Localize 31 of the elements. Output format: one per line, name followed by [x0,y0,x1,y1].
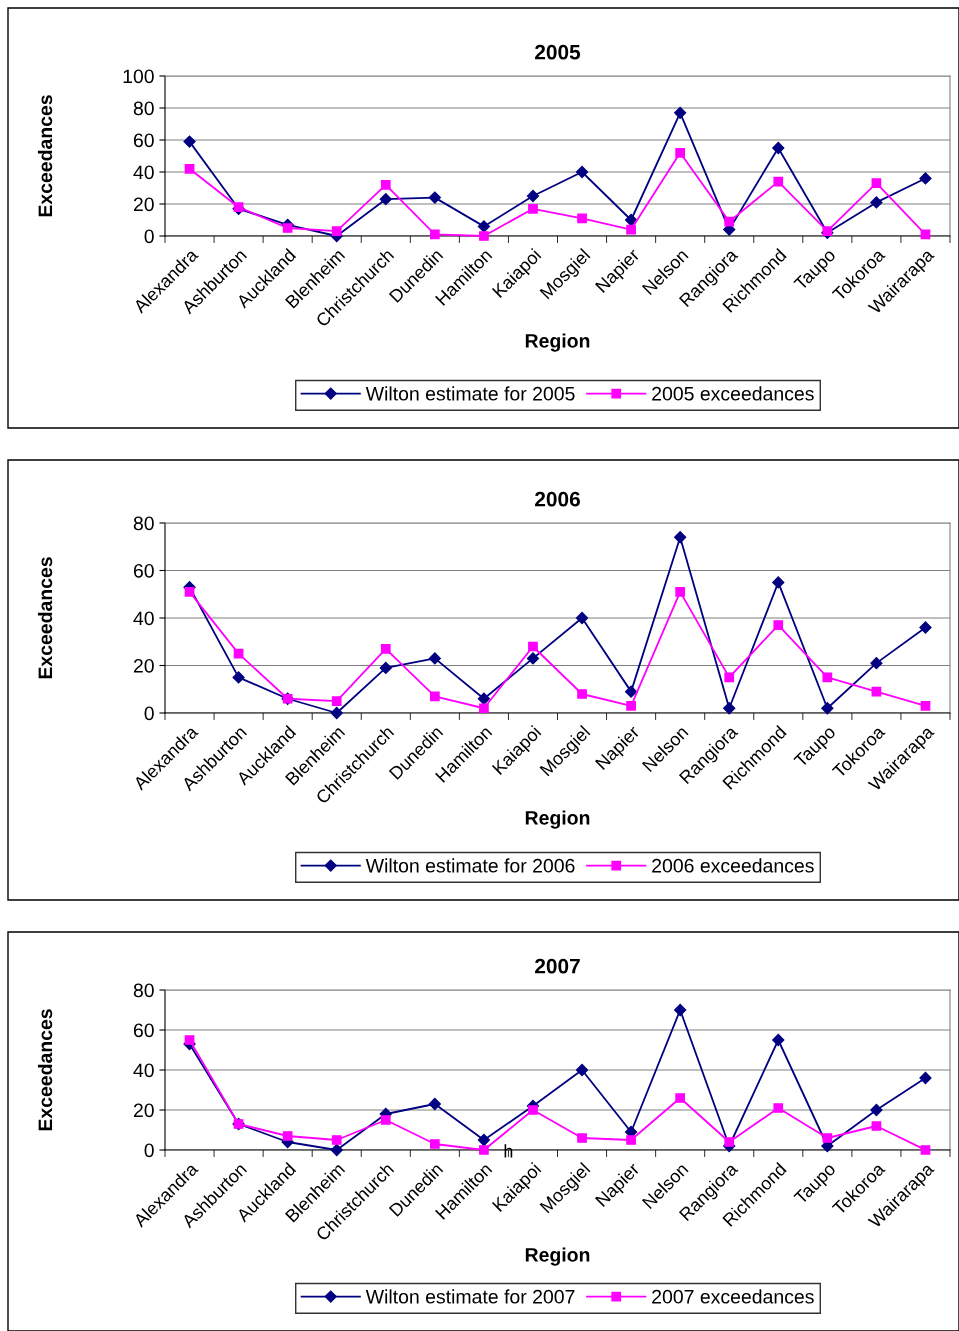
y-tick-label: 0 [144,1143,154,1158]
y-tick-label: 40 [133,165,154,180]
y-tick-label: 80 [133,101,154,116]
y-tick-label: 20 [133,197,154,212]
legend-label: 2007 exceedances [652,1289,814,1304]
y-axis-title: Exceedances [37,1009,53,1131]
chart-title: 2006 [535,491,580,507]
y-axis-title: Exceedances [37,95,53,217]
legend-label: Wilton estimate for 2007 [365,1289,575,1304]
y-tick-label: 0 [144,706,154,721]
legend-label: 2005 exceedances [652,386,814,401]
y-tick-label: 80 [133,516,154,531]
y-tick-label: 80 [133,983,154,998]
legend-label: Wilton estimate for 2006 [365,858,575,873]
y-tick-label: 40 [133,611,154,626]
y-tick-label: 40 [133,1063,154,1078]
y-tick-label: 0 [144,229,154,244]
y-tick-label: 60 [133,563,154,578]
legend-label: 2006 exceedances [652,858,814,873]
chart-title: 2007 [535,958,580,974]
x-axis-title: Region [525,333,590,352]
x-axis-title: Region [525,1247,590,1266]
y-tick-label: 100 [123,69,154,84]
x-axis-title: Region [525,810,590,829]
y-axis-title: Exceedances [37,557,53,679]
chart-title: 2005 [535,44,581,60]
y-tick-label: 20 [133,658,154,673]
y-tick-label: 60 [133,133,154,148]
y-tick-label: 60 [133,1023,154,1038]
y-tick-label: 20 [133,1103,154,1118]
legend-label: Wilton estimate for 2005 [365,386,575,401]
